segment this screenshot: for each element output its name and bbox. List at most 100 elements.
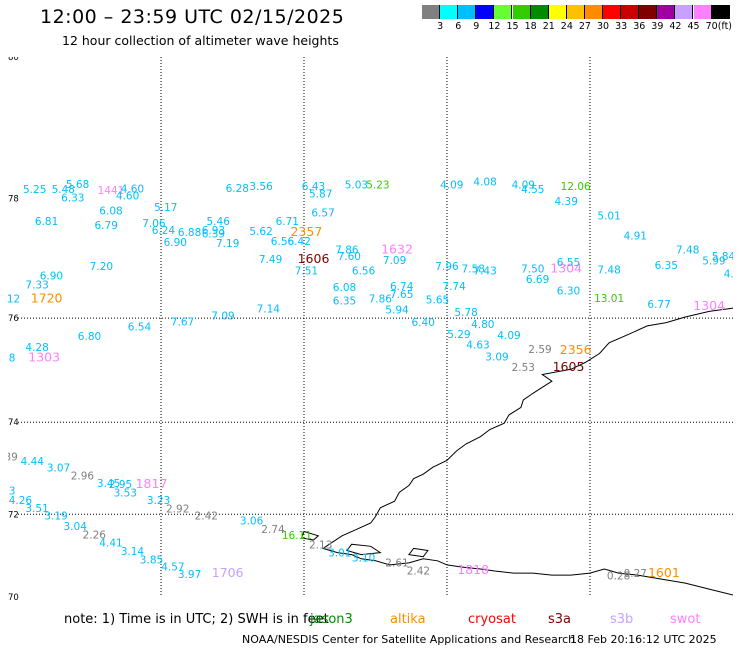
legend-swatch [566, 5, 585, 19]
obs-wave-height: 5.99 [702, 256, 725, 268]
obs-wave-height: 2.89 [8, 451, 18, 463]
obs-wave-height: 7.58 [462, 263, 485, 275]
lat-label: 70 [8, 593, 19, 602]
obs-wave-height: 5.78 [454, 307, 477, 319]
obs-wave-height: 4.60 [116, 191, 139, 203]
obs-wave-height: 4.28 [25, 342, 48, 354]
legend-swatch [693, 5, 712, 19]
legend-unit: (ft) [717, 21, 733, 32]
obs-wave-height: 7.12 [8, 293, 20, 305]
legend-swatch [530, 5, 549, 19]
obs-wave-height: 7.49 [259, 254, 282, 266]
obs-wave-height: 5.87 [309, 189, 332, 201]
obs-wave-height: 2.96 [71, 471, 95, 483]
page-title: 12:00 – 23:59 UTC 02/15/2025 [40, 6, 345, 28]
obs-wave-height: 6.93 [202, 225, 225, 237]
lat-label: 72 [8, 510, 19, 520]
obs-wave-height: 4.44 [21, 456, 45, 468]
obs-wave-height: 7.74 [442, 281, 466, 293]
legend-swatch [621, 5, 640, 19]
legend-label: 39 [651, 21, 664, 32]
obs-wave-height: 2.26 [83, 529, 107, 541]
obs-wave-height: 7.20 [90, 261, 113, 273]
legend-label: 33 [615, 21, 628, 32]
obs-wave-height: 2.95 [109, 479, 132, 491]
obs-wave-height: 2.92 [166, 504, 189, 516]
obs-time-label: 1304 [550, 260, 582, 275]
obs-wave-height: 6.79 [95, 220, 118, 232]
coastline [321, 307, 733, 596]
obs-wave-height: 3.19 [44, 511, 67, 523]
obs-wave-height: 7.43 [473, 266, 496, 278]
legend-label: 24 [560, 21, 573, 32]
obs-wave-height: 13.01 [594, 293, 624, 305]
obs-wave-height: 5.01 [597, 210, 620, 222]
obs-wave-height: 5.84 [712, 251, 733, 263]
obs-time-label: 1632 [381, 241, 413, 256]
legend-swatch [657, 5, 676, 19]
obs-wave-height: 5.68 [66, 179, 89, 191]
obs-wave-height: 5.62 [249, 226, 272, 238]
obs-wave-height: 6.39 [202, 229, 225, 241]
obs-wave-height: 6.81 [35, 216, 58, 228]
obs-wave-height: 6.30 [557, 285, 580, 297]
legend-label: 9 [473, 21, 480, 32]
obs-wave-height: 2.42 [195, 511, 218, 523]
legend-swatch [711, 5, 730, 19]
mission-s3b: s3b [610, 612, 634, 627]
obs-wave-height: 6.88 [178, 227, 201, 239]
legend-label: 45 [687, 21, 700, 32]
obs-wave-height: 7.48 [676, 244, 699, 256]
obs-wave-height: 3.97 [178, 569, 201, 581]
obs-wave-height: 1441 [98, 185, 125, 197]
mission-jason3: jason3 [310, 612, 353, 627]
obs-wave-height: 3.09 [485, 351, 508, 363]
obs-time-label: 1706 [212, 565, 244, 580]
obs-wave-height: 7.50 [521, 263, 544, 275]
obs-wave-height: 3.23 [147, 495, 170, 507]
legend-label: 36 [633, 21, 646, 32]
obs-time-label: 1304 [693, 298, 725, 313]
obs-wave-height: 6.54 [128, 321, 152, 333]
obs-wave-height: 4.55 [521, 184, 544, 196]
lat-label: 80 [8, 57, 19, 63]
obs-wave-height: 6.55 [557, 257, 580, 269]
obs-wave-height: 3.10 [352, 553, 375, 565]
legend-swatch [512, 5, 531, 19]
obs-time-label: 1606 [298, 251, 330, 266]
obs-wave-height: 3.06 [240, 516, 264, 528]
obs-wave-height: 6.90 [164, 237, 187, 249]
obs-wave-height: 6.57 [311, 207, 334, 219]
obs-wave-height: 4.09 [440, 180, 463, 192]
mission-s3a: s3a [548, 612, 572, 627]
obs-wave-height: 5.23 [366, 180, 389, 192]
legend-label: 12 [488, 21, 501, 32]
obs-wave-height: 3.07 [47, 462, 70, 474]
legend-label: 70 [705, 21, 718, 32]
legend-swatch [675, 5, 694, 19]
obs-wave-height: 2.42 [407, 566, 430, 578]
obs-wave-height: 7.09 [211, 310, 234, 322]
obs-wave-height: 3.14 [121, 546, 145, 558]
obs-wave-height: 5.03 [345, 180, 368, 192]
legend-swatch [494, 5, 513, 19]
lat-label: 74 [8, 418, 19, 428]
obs-wave-height: 12.06 [561, 181, 591, 193]
obs-wave-height: 6.08 [99, 205, 122, 217]
obs-time-label: 1720 [31, 290, 63, 305]
obs-wave-height: 3.45 [97, 478, 120, 490]
obs-wave-height: 5.48 [52, 184, 75, 196]
obs-wave-height: 6.42 [288, 236, 311, 248]
obs-wave-height: 7.60 [338, 251, 361, 263]
obs-wave-height: 6.56 [271, 236, 295, 248]
obs-wave-height: 16.11 [282, 530, 312, 542]
obs-wave-height: 4.26 [9, 495, 33, 507]
legend-swatch [548, 5, 567, 19]
obs-wave-height: 6.08 [333, 282, 356, 294]
obs-wave-height: 5.17 [154, 202, 177, 214]
obs-wave-height: 4.63 [466, 340, 489, 352]
obs-wave-height: 4.68 [8, 352, 15, 364]
obs-wave-height: 7.86 [369, 293, 393, 305]
obs-time-label: 2356 [560, 342, 592, 357]
obs-wave-height: 4.80 [471, 319, 494, 331]
